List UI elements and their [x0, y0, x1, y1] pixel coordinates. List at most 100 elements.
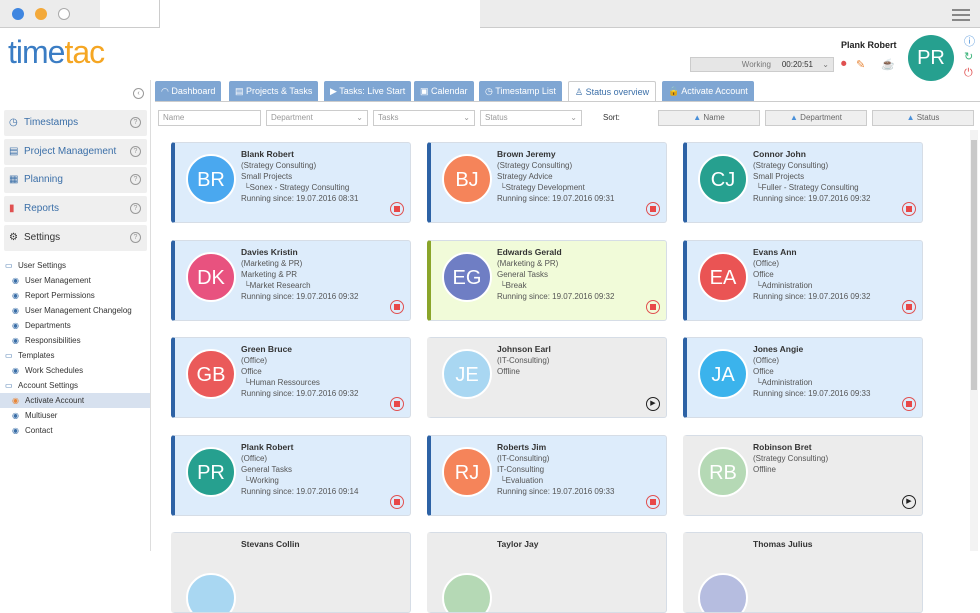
- scrollbar[interactable]: [970, 130, 978, 551]
- help-icon[interactable]: ?: [130, 232, 141, 243]
- chevron-down-icon[interactable]: ⌄: [822, 60, 829, 69]
- department-filter-select[interactable]: Department ⌄: [266, 110, 368, 126]
- tree-item[interactable]: ◉ Responsibilities: [0, 333, 150, 348]
- sort-status-button[interactable]: ▲ Status: [872, 110, 974, 126]
- tasks-filter-select[interactable]: Tasks ⌄: [373, 110, 475, 126]
- tab-activate-account[interactable]: 🔒 Activate Account: [662, 81, 754, 101]
- tree-item[interactable]: ◉ Work Schedules: [0, 363, 150, 378]
- sort-name-button[interactable]: ▲ Name: [658, 110, 760, 126]
- tab-projects-tasks[interactable]: ▤ Projects & Tasks: [229, 81, 319, 101]
- tree-item-label: Account Settings: [18, 381, 79, 390]
- tree-item-label: Contact: [25, 426, 53, 435]
- employee-card[interactable]: RB Robinson Bret (Strategy Consulting) Offl…: [683, 435, 923, 516]
- collapse-sidebar-icon[interactable]: ‹: [133, 88, 144, 99]
- status-selector[interactable]: Working 00:20:51 ⌄: [690, 57, 834, 72]
- employee-task: Strategy Advice: [497, 172, 553, 181]
- tab-tasks-live-start[interactable]: ▶ Tasks: Live Start: [324, 81, 412, 101]
- tree-item[interactable]: ◉ Multiuser: [0, 408, 150, 423]
- tree-item[interactable]: ▭ Account Settings: [0, 378, 150, 393]
- avatar: JA: [698, 349, 748, 399]
- tree-item[interactable]: ◉ Activate Account: [0, 393, 150, 408]
- employee-card[interactable]: JA Jones Angie (Office) Office └Administrati…: [683, 337, 923, 418]
- clock-icon: ◷: [9, 117, 18, 128]
- name-filter-input[interactable]: Name: [158, 110, 261, 126]
- employee-card[interactable]: Thomas Julius: [683, 532, 923, 613]
- employee-task: Small Projects: [753, 172, 805, 181]
- logout-icon[interactable]: ⏻: [964, 67, 973, 79]
- sidebar: ‹ ◷ Timestamps? ▤ Project Management? ▦ Pla…: [0, 80, 151, 551]
- sort-department-button[interactable]: ▲ Department: [765, 110, 867, 126]
- sidebar-item-project-management[interactable]: ▤ Project Management?: [4, 139, 147, 165]
- tab-timestamp-list[interactable]: ◷ Timestamp List: [479, 81, 562, 101]
- sidebar-item-timestamps[interactable]: ◷ Timestamps?: [4, 110, 147, 136]
- sidebar-item-settings[interactable]: ⚙ Settings?: [4, 225, 147, 251]
- tab-label: Status overview: [585, 87, 650, 97]
- tab-calendar[interactable]: ▣ Calendar: [414, 81, 474, 101]
- employee-name: Edwards Gerald: [497, 247, 562, 257]
- employee-dept: (Office): [753, 356, 780, 365]
- help-icon[interactable]: ?: [130, 203, 141, 214]
- stop-icon[interactable]: [390, 300, 404, 314]
- close-window-icon[interactable]: [12, 8, 24, 20]
- employee-card[interactable]: CJ Connor John (Strategy Consulting) Small …: [683, 142, 923, 223]
- tab-status-overview[interactable]: ♙ Status overview: [568, 81, 657, 102]
- help-icon[interactable]: ⓘ: [964, 36, 975, 48]
- stop-icon[interactable]: [646, 202, 660, 216]
- hamburger-menu-icon[interactable]: [952, 6, 970, 24]
- tab-dashboard[interactable]: ◠ Dashboard: [155, 81, 222, 101]
- maximize-window-icon[interactable]: [58, 8, 70, 20]
- help-icon[interactable]: ?: [130, 174, 141, 185]
- help-icon[interactable]: ?: [130, 146, 141, 157]
- employee-card[interactable]: EA Evans Ann (Office) Office └Administration…: [683, 240, 923, 321]
- employee-card[interactable]: Taylor Jay: [427, 532, 667, 613]
- tree-item[interactable]: ▭ Templates: [0, 348, 150, 363]
- employee-card[interactable]: GB Green Bruce (Office) Office └Human Ressou…: [171, 337, 411, 418]
- employee-card[interactable]: DK Davies Kristin (Marketing & PR) Marketin…: [171, 240, 411, 321]
- employee-card[interactable]: BR Blank Robert (Strategy Consulting) Small…: [171, 142, 411, 223]
- employee-card[interactable]: JE Johnson Earl (IT-Consulting) Offline ▶: [427, 337, 667, 418]
- tree-item[interactable]: ▭ User Settings: [0, 258, 150, 273]
- browser-tab-active[interactable]: [160, 0, 480, 28]
- stop-icon[interactable]: [902, 397, 916, 411]
- start-icon[interactable]: ▶: [902, 495, 916, 509]
- sidebar-item-planning[interactable]: ▦ Planning?: [4, 167, 147, 193]
- employee-sub: └Break: [500, 281, 527, 290]
- start-icon[interactable]: ▶: [646, 397, 660, 411]
- stop-icon[interactable]: [646, 495, 660, 509]
- folder-icon: ▭: [5, 261, 13, 270]
- tree-item[interactable]: ◉ Departments: [0, 318, 150, 333]
- stop-icon[interactable]: [390, 495, 404, 509]
- stop-icon[interactable]: ⏺: [841, 58, 847, 70]
- stop-icon[interactable]: [902, 202, 916, 216]
- employee-card[interactable]: PR Plank Robert (Office) General Tasks └Work…: [171, 435, 411, 516]
- scrollbar-thumb[interactable]: [971, 140, 977, 390]
- stop-icon[interactable]: [902, 300, 916, 314]
- sidebar-item-reports[interactable]: ▮ Reports?: [4, 196, 147, 222]
- minimize-window-icon[interactable]: [35, 8, 47, 20]
- employee-card[interactable]: EG Edwards Gerald (Marketing & PR) General …: [427, 240, 667, 321]
- refresh-icon[interactable]: ↻: [964, 51, 974, 63]
- employee-card[interactable]: RJ Roberts Jim (IT-Consulting) IT-Consultin…: [427, 435, 667, 516]
- stop-icon[interactable]: [646, 300, 660, 314]
- sort-department-label: Department: [800, 113, 842, 122]
- stop-icon[interactable]: [390, 202, 404, 216]
- stop-icon[interactable]: [390, 397, 404, 411]
- edit-icon[interactable]: ✎: [856, 59, 866, 71]
- status-placeholder: Status: [485, 113, 508, 122]
- tree-item[interactable]: ◉ User Management Changelog: [0, 303, 150, 318]
- tree-item-label: Departments: [25, 321, 71, 330]
- employee-card[interactable]: Stevans Collin: [171, 532, 411, 613]
- coffee-break-icon[interactable]: ☕: [881, 59, 895, 71]
- user-avatar[interactable]: PR: [908, 35, 954, 81]
- tree-item[interactable]: ◉ Contact: [0, 423, 150, 438]
- help-icon[interactable]: ?: [130, 117, 141, 128]
- browser-tab[interactable]: [100, 0, 160, 28]
- status-filter-select[interactable]: Status ⌄: [480, 110, 582, 126]
- employee-dept: (Strategy Consulting): [241, 161, 317, 170]
- tree-item-label: Templates: [18, 351, 55, 360]
- tree-item[interactable]: ◉ User Management: [0, 273, 150, 288]
- employee-card[interactable]: BJ Brown Jeremy (Strategy Consulting) Strat…: [427, 142, 667, 223]
- avatar: GB: [186, 349, 236, 399]
- tree-item[interactable]: ◉ Report Permissions: [0, 288, 150, 303]
- tree-item-label: Report Permissions: [25, 291, 95, 300]
